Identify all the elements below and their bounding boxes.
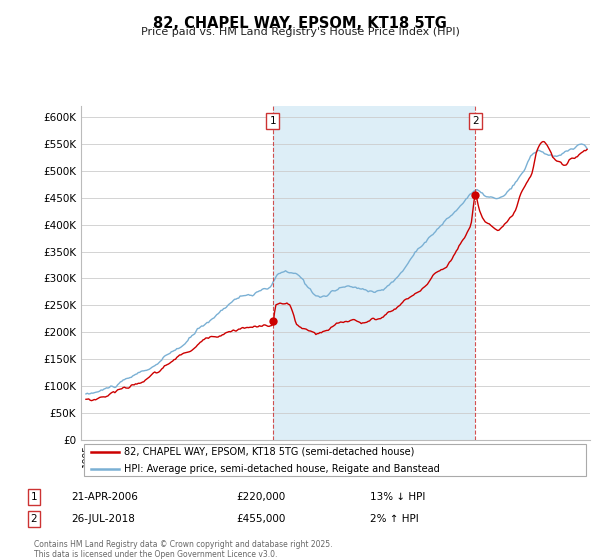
Text: 21-APR-2006: 21-APR-2006 <box>71 492 139 502</box>
FancyBboxPatch shape <box>83 444 586 477</box>
Text: Contains HM Land Registry data © Crown copyright and database right 2025.
This d: Contains HM Land Registry data © Crown c… <box>34 540 332 559</box>
Text: £455,000: £455,000 <box>236 515 286 524</box>
Text: 2: 2 <box>31 515 37 524</box>
Text: 82, CHAPEL WAY, EPSOM, KT18 5TG (semi-detached house): 82, CHAPEL WAY, EPSOM, KT18 5TG (semi-de… <box>124 447 415 457</box>
Text: 13% ↓ HPI: 13% ↓ HPI <box>370 492 425 502</box>
Text: Price paid vs. HM Land Registry's House Price Index (HPI): Price paid vs. HM Land Registry's House … <box>140 27 460 37</box>
Text: 26-JUL-2018: 26-JUL-2018 <box>71 515 136 524</box>
Bar <box>272 106 475 440</box>
Text: 1: 1 <box>269 116 276 127</box>
Text: 2: 2 <box>472 116 479 127</box>
Text: 1: 1 <box>31 492 37 502</box>
Text: 2% ↑ HPI: 2% ↑ HPI <box>370 515 419 524</box>
Text: HPI: Average price, semi-detached house, Reigate and Banstead: HPI: Average price, semi-detached house,… <box>124 464 440 474</box>
Text: 82, CHAPEL WAY, EPSOM, KT18 5TG: 82, CHAPEL WAY, EPSOM, KT18 5TG <box>153 16 447 31</box>
Text: £220,000: £220,000 <box>236 492 285 502</box>
